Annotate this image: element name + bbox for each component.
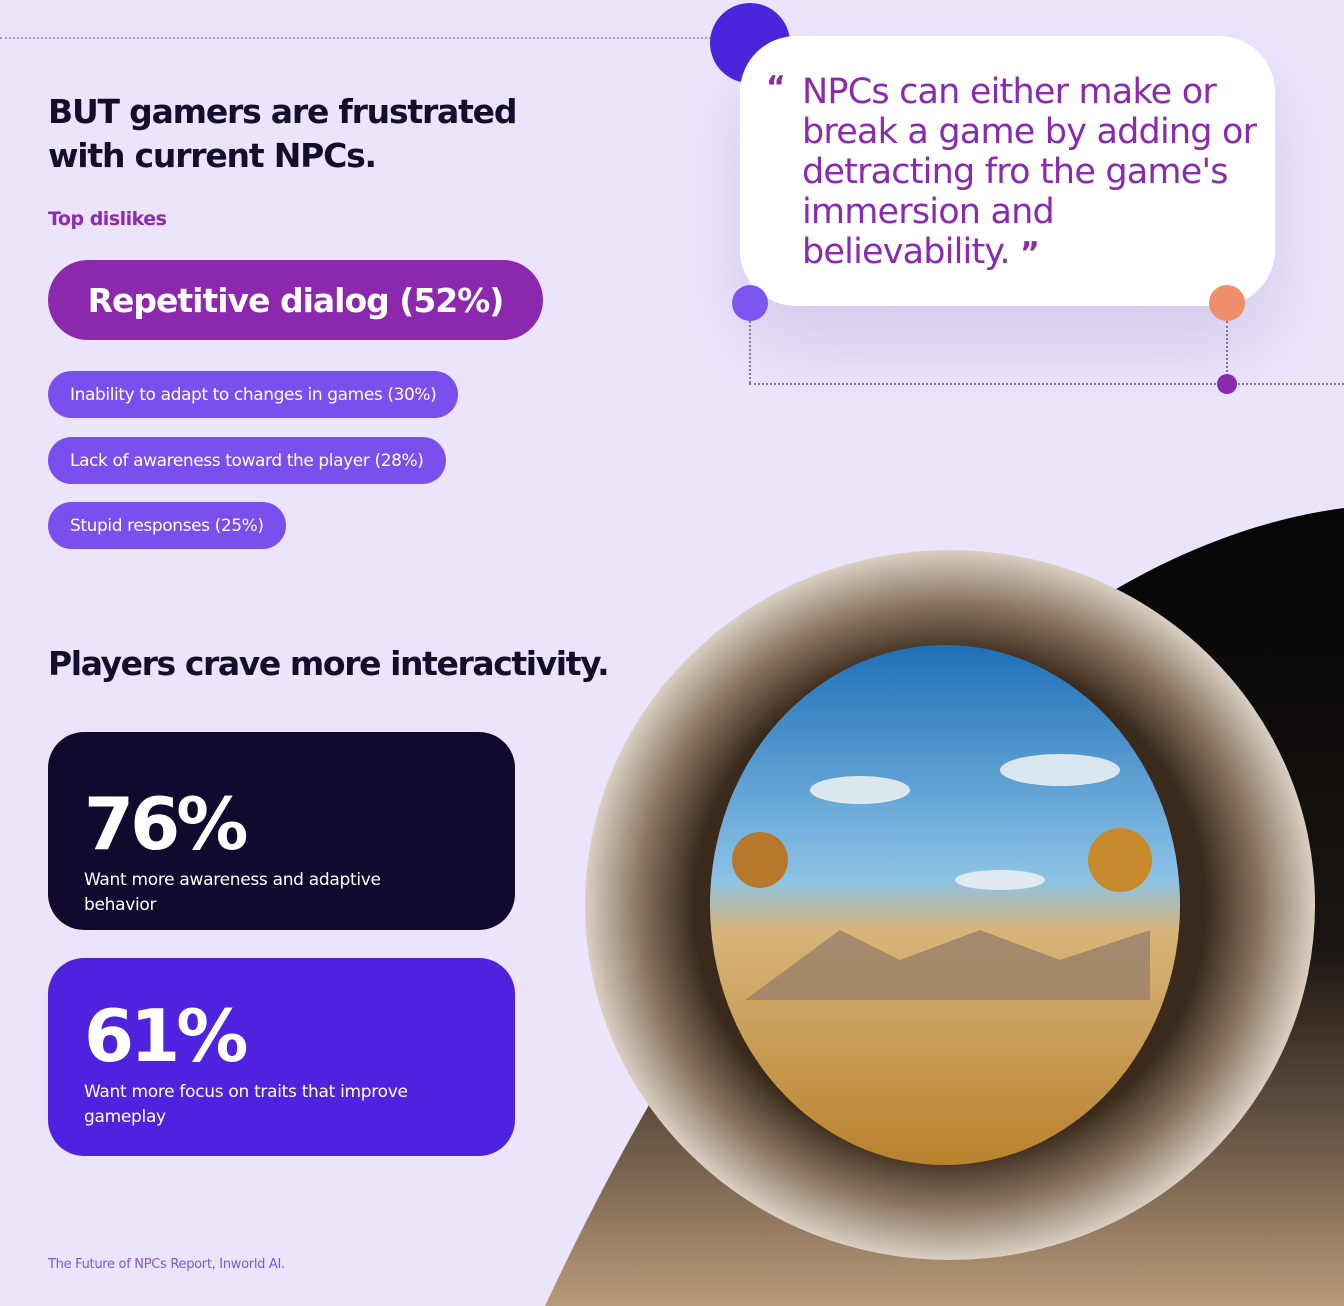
- connector-line: [1226, 321, 1228, 376]
- stat-value: 61%: [84, 994, 248, 1078]
- stat-value: 76%: [84, 782, 248, 866]
- dislike-pill: Stupid responses (25%): [48, 502, 286, 549]
- stat-card-76: 76% Want more awareness and adaptive beh…: [48, 732, 515, 930]
- connector-line: [749, 383, 1344, 385]
- close-quote-mark: ”: [1019, 236, 1040, 271]
- purple-dot: [1217, 374, 1237, 394]
- dislike-pill: Lack of awareness toward the player (28%…: [48, 437, 446, 484]
- stat-card-61: 61% Want more focus on traits that impro…: [48, 958, 515, 1156]
- top-dislikes-label: Top dislikes: [48, 208, 167, 230]
- stat-label: Want more focus on traits that improve g…: [84, 1082, 408, 1127]
- quote-body: NPCs can either make or break a game by …: [802, 72, 1257, 272]
- section-heading: Players crave more interactivity.: [48, 644, 610, 683]
- stat-label: Want more awareness and adaptive behavio…: [84, 870, 381, 915]
- portal-opening: [710, 645, 1180, 1165]
- dotted-divider: [0, 37, 715, 39]
- quote-text: “ NPCs can either make or break a game by…: [766, 70, 1262, 274]
- violet-dot: [732, 285, 768, 321]
- dislike-pill: Inability to adapt to changes in games (…: [48, 371, 459, 418]
- open-quote-mark: “: [766, 70, 786, 105]
- source-citation: The Future of NPCs Report, Inworld AI.: [48, 1257, 285, 1272]
- quote-card: “ NPCs can either make or break a game by…: [740, 36, 1275, 306]
- orange-dot: [1209, 285, 1245, 321]
- top-dislike-pill: Repetitive dialog (52%): [48, 260, 543, 340]
- connector-line: [749, 321, 751, 383]
- page-title: BUT gamers are frustrated with current N…: [48, 92, 517, 175]
